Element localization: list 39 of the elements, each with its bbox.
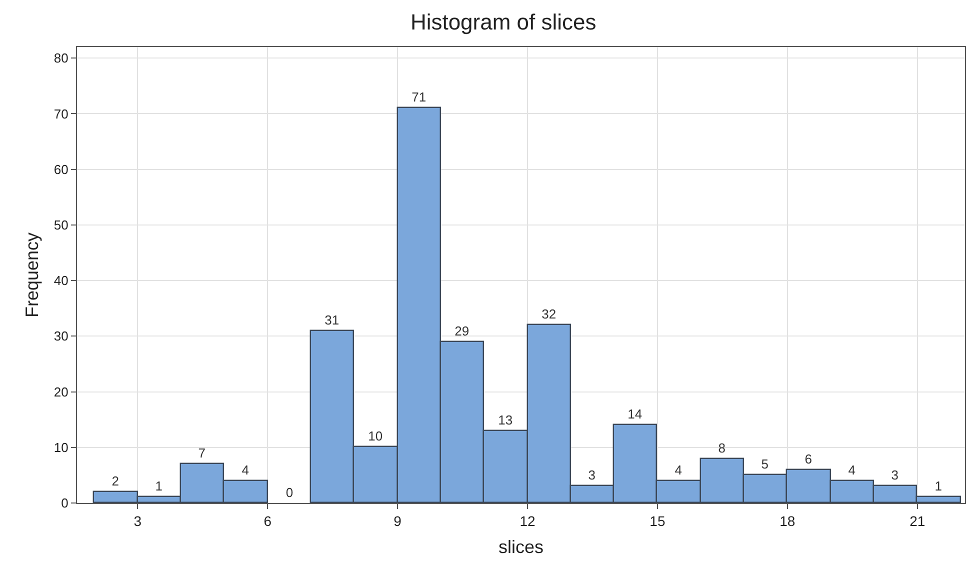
data-label: 32 (542, 306, 556, 322)
data-label: 13 (498, 412, 513, 428)
x-tick-label: 21 (910, 512, 926, 529)
y-tick-label: 40 (54, 273, 68, 288)
data-label: 1 (934, 478, 942, 494)
data-label: 5 (761, 456, 769, 472)
data-label: 4 (242, 462, 250, 478)
x-axis-title: slices (498, 536, 544, 557)
y-tick-label: 80 (54, 50, 68, 66)
data-label: 10 (368, 428, 383, 444)
data-label: 4 (674, 462, 682, 478)
data-label: 3 (588, 467, 596, 482)
x-tick-label: 6 (264, 512, 272, 529)
chart-title: Histogram of slices (410, 9, 596, 34)
data-label: 6 (804, 451, 812, 466)
data-label: 4 (848, 462, 856, 478)
data-label: 0 (286, 485, 294, 500)
data-label: 14 (628, 406, 642, 422)
y-tick-label: 50 (54, 218, 68, 232)
y-tick-label: 0 (61, 496, 68, 511)
y-tick-label: 20 (54, 384, 68, 400)
data-label: 2 (112, 473, 120, 488)
x-tick-label: 18 (780, 512, 796, 529)
x-tick-label: 15 (650, 512, 666, 529)
y-tick-label: 60 (54, 162, 68, 177)
data-label: 31 (324, 312, 340, 328)
x-tick-label: 3 (134, 512, 142, 529)
data-label: 3 (891, 467, 899, 482)
data-label: 29 (454, 323, 470, 338)
data-label: 8 (718, 440, 726, 456)
x-tick-label: 12 (520, 512, 536, 529)
y-tick-label: 10 (54, 440, 68, 455)
data-label: 7 (198, 445, 206, 460)
y-axis-title: Frequency (22, 232, 42, 318)
x-tick-label: 9 (394, 512, 402, 529)
y-tick-label: 70 (54, 106, 68, 122)
y-tick-label: 30 (54, 328, 68, 344)
data-label: 71 (412, 89, 426, 104)
data-label: 1 (155, 478, 163, 494)
